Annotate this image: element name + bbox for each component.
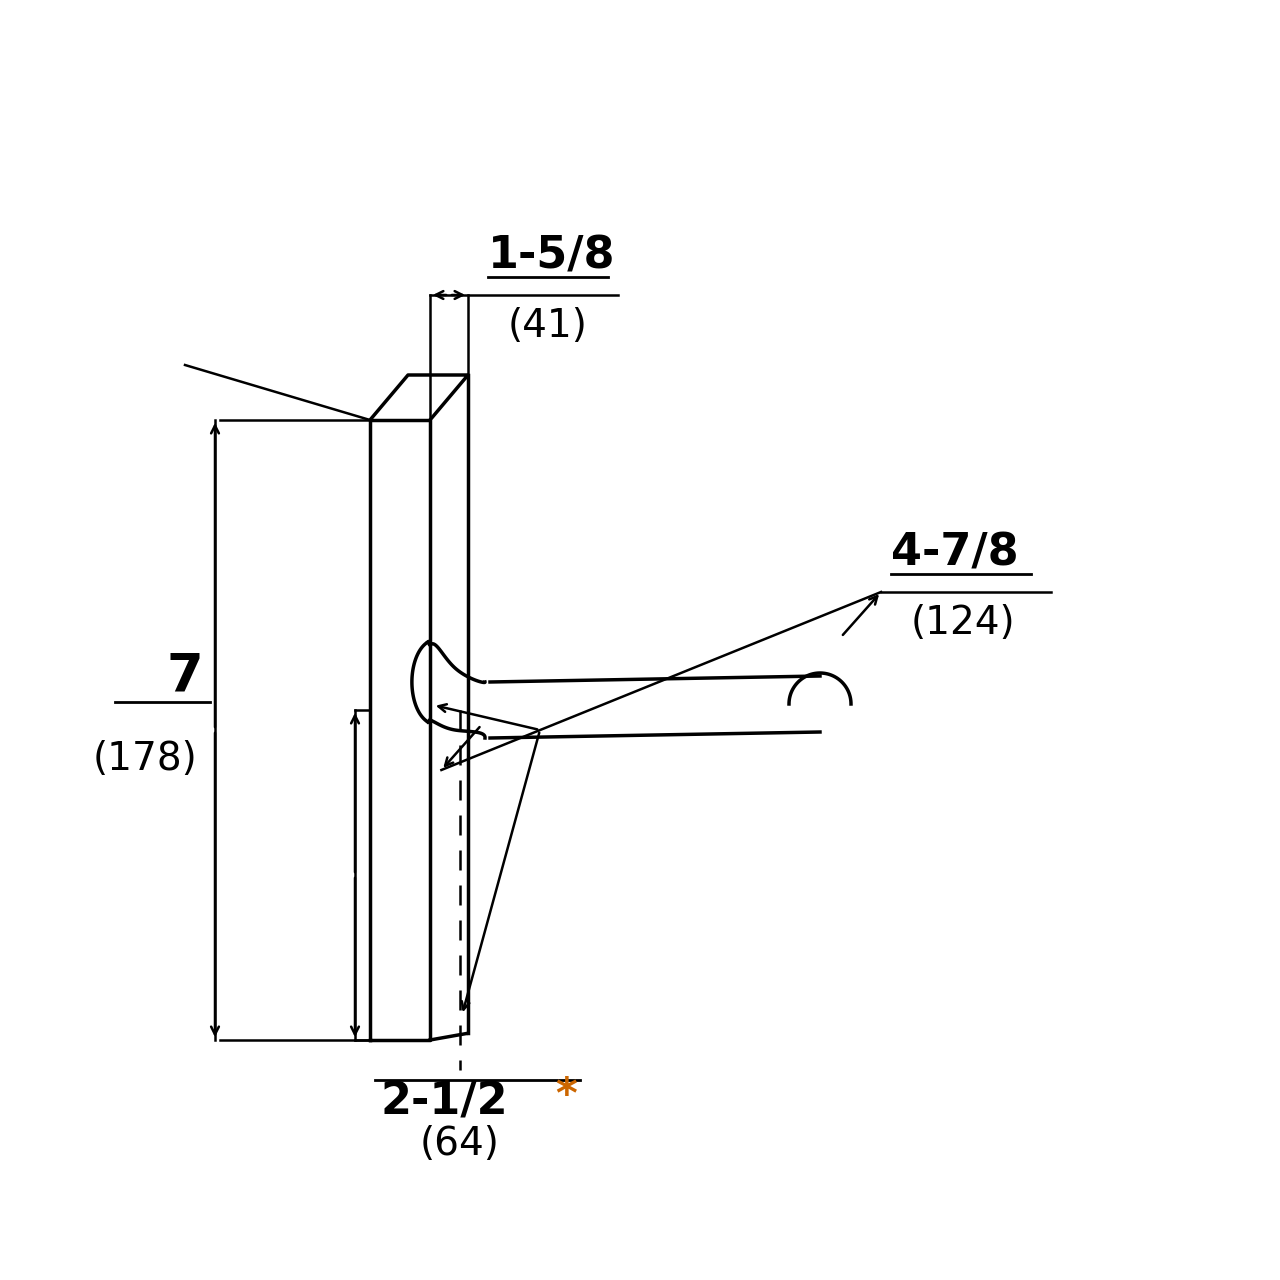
Text: 1-5/8: 1-5/8	[488, 234, 616, 276]
Text: 2-1/2: 2-1/2	[380, 1080, 508, 1123]
Text: *: *	[556, 1075, 577, 1117]
Text: 7: 7	[166, 650, 204, 701]
Text: (64): (64)	[420, 1125, 500, 1164]
Text: (41): (41)	[508, 307, 588, 346]
Text: (124): (124)	[911, 604, 1015, 643]
Text: (178): (178)	[92, 740, 197, 778]
Text: 4-7/8: 4-7/8	[891, 531, 1019, 573]
